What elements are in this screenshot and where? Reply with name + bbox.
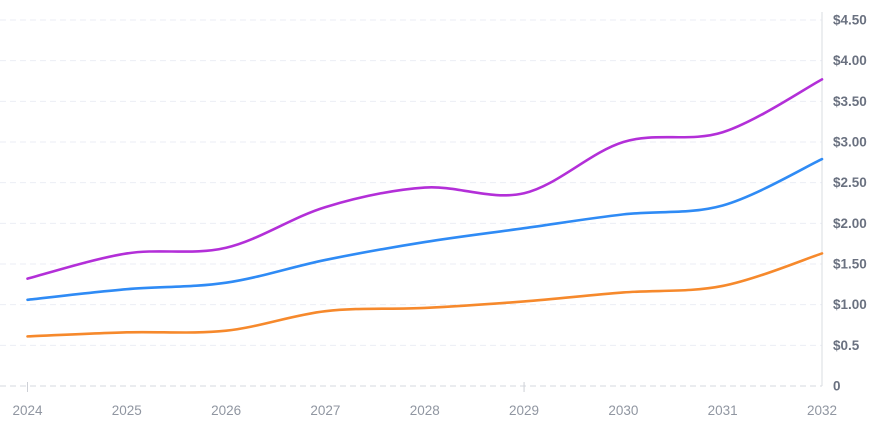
y-axis-label: $4.50 <box>833 13 867 28</box>
x-axis-label: 2032 <box>807 403 837 418</box>
x-axis-label: 2026 <box>211 403 241 418</box>
y-axis-label: $0.5 <box>833 338 860 353</box>
y-axis-label: $3.00 <box>833 135 867 150</box>
y-axis-label: $3.50 <box>833 94 867 109</box>
x-axis-label: 2030 <box>608 403 638 418</box>
x-axis-label: 2028 <box>410 403 440 418</box>
x-axis-label: 2025 <box>112 403 142 418</box>
y-axis-label: $4.00 <box>833 53 867 68</box>
y-axis-label: $1.00 <box>833 297 867 312</box>
y-axis-label: $1.50 <box>833 257 867 272</box>
series-line-orange-series <box>26 252 824 338</box>
y-axis-label: $2.50 <box>833 175 867 190</box>
series-line-blue-series <box>26 157 824 302</box>
x-axis-label: 2031 <box>708 403 738 418</box>
x-axis-label: 2029 <box>509 403 539 418</box>
x-axis-label: 2027 <box>310 403 340 418</box>
x-axis-label: 2024 <box>12 403 43 418</box>
series-line-purple-series <box>26 78 824 280</box>
y-axis-label: 0 <box>833 379 841 394</box>
y-axis-label: $2.00 <box>833 216 867 231</box>
